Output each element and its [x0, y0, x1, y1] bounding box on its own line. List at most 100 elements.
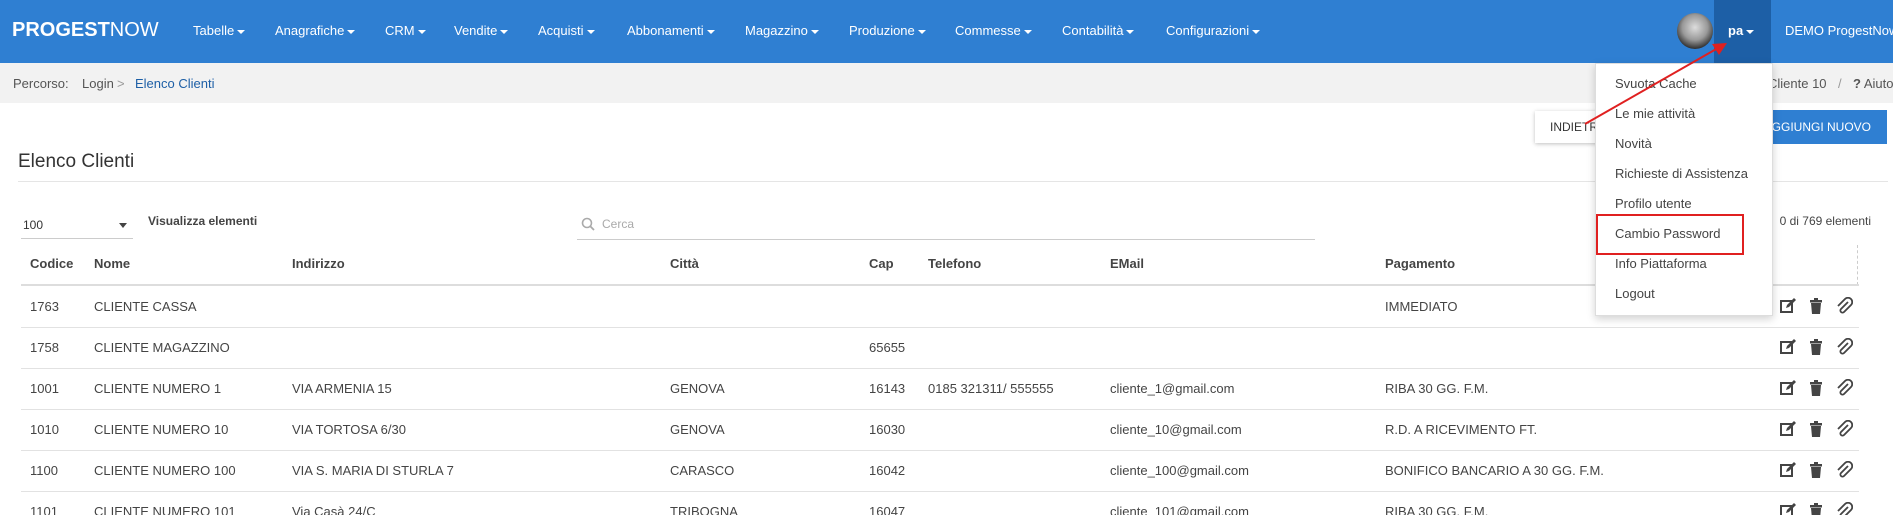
column-divider: [1857, 245, 1858, 285]
dropdown-item[interactable]: Info Piattaforma: [1615, 256, 1707, 271]
table-cell: 65655: [869, 340, 906, 355]
table-cell: CLIENTE NUMERO 101: [94, 504, 236, 515]
delete-icon[interactable]: [1807, 461, 1825, 479]
dropdown-item[interactable]: Richieste di Assistenza: [1615, 166, 1748, 181]
table-cell: 1101: [30, 504, 58, 515]
record-count: 0 di 769 elementi: [1779, 214, 1871, 228]
help-link[interactable]: ? Aiuto: [1853, 76, 1893, 91]
attach-icon[interactable]: [1835, 461, 1853, 479]
column-header[interactable]: EMail: [1110, 256, 1144, 271]
row-line: [21, 409, 1859, 410]
company[interactable]: DEMO ProgestNow: [1785, 23, 1893, 38]
column-header[interactable]: Codice: [30, 256, 74, 271]
delete-icon[interactable]: [1807, 502, 1825, 515]
dropdown-item[interactable]: Le mie attività: [1615, 106, 1696, 121]
row-line: [21, 327, 1859, 328]
table-cell: VIA TORTOSA 6/30: [292, 422, 406, 437]
breadcrumb-current: Elenco Clienti: [135, 76, 215, 91]
row-line: [21, 450, 1859, 451]
user-name: pa: [1728, 23, 1754, 38]
menu-item[interactable]: Magazzino: [745, 23, 819, 38]
menu-item[interactable]: Vendite: [454, 23, 508, 38]
table-cell: VIA S. MARIA DI STURLA 7: [292, 463, 454, 478]
breadcrumb-bar: Percorso: Login > Elenco Clienti Cliente…: [0, 63, 1893, 103]
column-header[interactable]: Città: [670, 256, 699, 271]
dropdown-item[interactable]: Cambio Password: [1615, 226, 1721, 241]
menu-item[interactable]: Configurazioni: [1166, 23, 1260, 38]
edit-icon[interactable]: [1779, 502, 1797, 515]
edit-icon[interactable]: [1779, 461, 1797, 479]
table-cell: CLIENTE MAGAZZINO: [94, 340, 230, 355]
table-cell: RIBA 30 GG. F.M.: [1385, 504, 1489, 515]
divider: [18, 181, 1888, 182]
help-text: Aiuto: [1863, 76, 1893, 91]
attach-icon[interactable]: [1835, 502, 1853, 515]
column-header[interactable]: Telefono: [928, 256, 982, 271]
menu-item[interactable]: Contabilità: [1062, 23, 1134, 38]
page-title: Elenco Clienti: [18, 151, 135, 172]
page-size-select[interactable]: 100: [21, 210, 133, 239]
table-cell: 16143: [869, 381, 906, 396]
breadcrumb-separator: >: [117, 76, 125, 91]
dropdown-item[interactable]: Svuota Cache: [1615, 76, 1697, 91]
menu-item[interactable]: Commesse: [955, 23, 1032, 38]
edit-icon[interactable]: [1779, 420, 1797, 438]
breadcrumb-link[interactable]: Login: [82, 76, 114, 91]
user-dropdown: Svuota Cache Le mie attività Novità Richies…: [1595, 63, 1773, 316]
search-icon: [581, 217, 595, 231]
table-cell: 0185 321311/ 555555: [928, 381, 1054, 396]
table-cell: 16042: [869, 463, 906, 478]
avatar[interactable]: [1677, 13, 1713, 49]
menu-item[interactable]: Acquisti: [538, 23, 595, 38]
breadcrumb-label: Percorso:: [13, 76, 69, 91]
table-cell: BONIFICO BANCARIO A 30 GG. F.M.: [1385, 463, 1604, 478]
breadcrumb-right[interactable]: Cliente 10: [1768, 76, 1827, 91]
table-cell: CARASCO: [670, 463, 735, 478]
column-header[interactable]: Nome: [94, 256, 131, 271]
column-header[interactable]: Indirizzo: [292, 256, 345, 271]
menu-item[interactable]: Anagrafiche: [275, 23, 355, 38]
table-cell: RIBA 30 GG. F.M.: [1385, 381, 1489, 396]
table-cell: cliente_10@gmail.com: [1110, 422, 1242, 437]
breadcrumb-separator: /: [1838, 76, 1842, 91]
table-cell: 1001: [30, 381, 59, 396]
user-toggle[interactable]: pa: [1714, 0, 1771, 63]
table-cell: CLIENTE CASSA: [94, 299, 197, 314]
table-cell: 1010: [30, 422, 59, 437]
table-cell: IMMEDIATO: [1385, 299, 1458, 314]
table-cell: 16047: [869, 504, 906, 515]
search-field[interactable]: Cerca: [577, 209, 1315, 240]
attach-icon[interactable]: [1835, 420, 1853, 438]
menu-item[interactable]: Abbonamenti: [627, 23, 715, 38]
edit-icon[interactable]: [1779, 297, 1797, 315]
menu-item[interactable]: Produzione: [849, 23, 926, 38]
table-cell: 16030: [869, 422, 906, 437]
delete-icon[interactable]: [1807, 338, 1825, 356]
delete-icon[interactable]: [1807, 420, 1825, 438]
brand-bold: PROGEST: [12, 19, 110, 41]
dropdown-item[interactable]: Logout: [1615, 286, 1655, 301]
brand[interactable]: PROGESTNOW: [12, 19, 159, 42]
table-cell: cliente_1@gmail.com: [1110, 381, 1235, 396]
edit-icon[interactable]: [1779, 379, 1797, 397]
table-cell: VIA ARMENIA 15: [292, 381, 392, 396]
column-header[interactable]: Cap: [869, 256, 894, 271]
table-cell: Via Casà 24/C: [292, 504, 376, 515]
attach-icon[interactable]: [1835, 338, 1853, 356]
table-cell: 1763: [30, 299, 59, 314]
dropdown-item[interactable]: Profilo utente: [1615, 196, 1692, 211]
attach-icon[interactable]: [1835, 297, 1853, 315]
column-header[interactable]: Pagamento: [1385, 256, 1456, 271]
edit-icon[interactable]: [1779, 338, 1797, 356]
menu-item[interactable]: CRM: [385, 23, 426, 38]
navbar: PROGESTNOW pa DEMO ProgestNow Tabelle Ana…: [0, 0, 1893, 63]
dropdown-item[interactable]: Novità: [1615, 136, 1652, 151]
attach-icon[interactable]: [1835, 379, 1853, 397]
delete-icon[interactable]: [1807, 297, 1825, 315]
brand-light: NOW: [109, 19, 159, 41]
delete-icon[interactable]: [1807, 379, 1825, 397]
menu-item[interactable]: Tabelle: [193, 23, 245, 38]
table-cell: 1758: [30, 340, 59, 355]
table-cell: cliente_100@gmail.com: [1110, 463, 1249, 478]
